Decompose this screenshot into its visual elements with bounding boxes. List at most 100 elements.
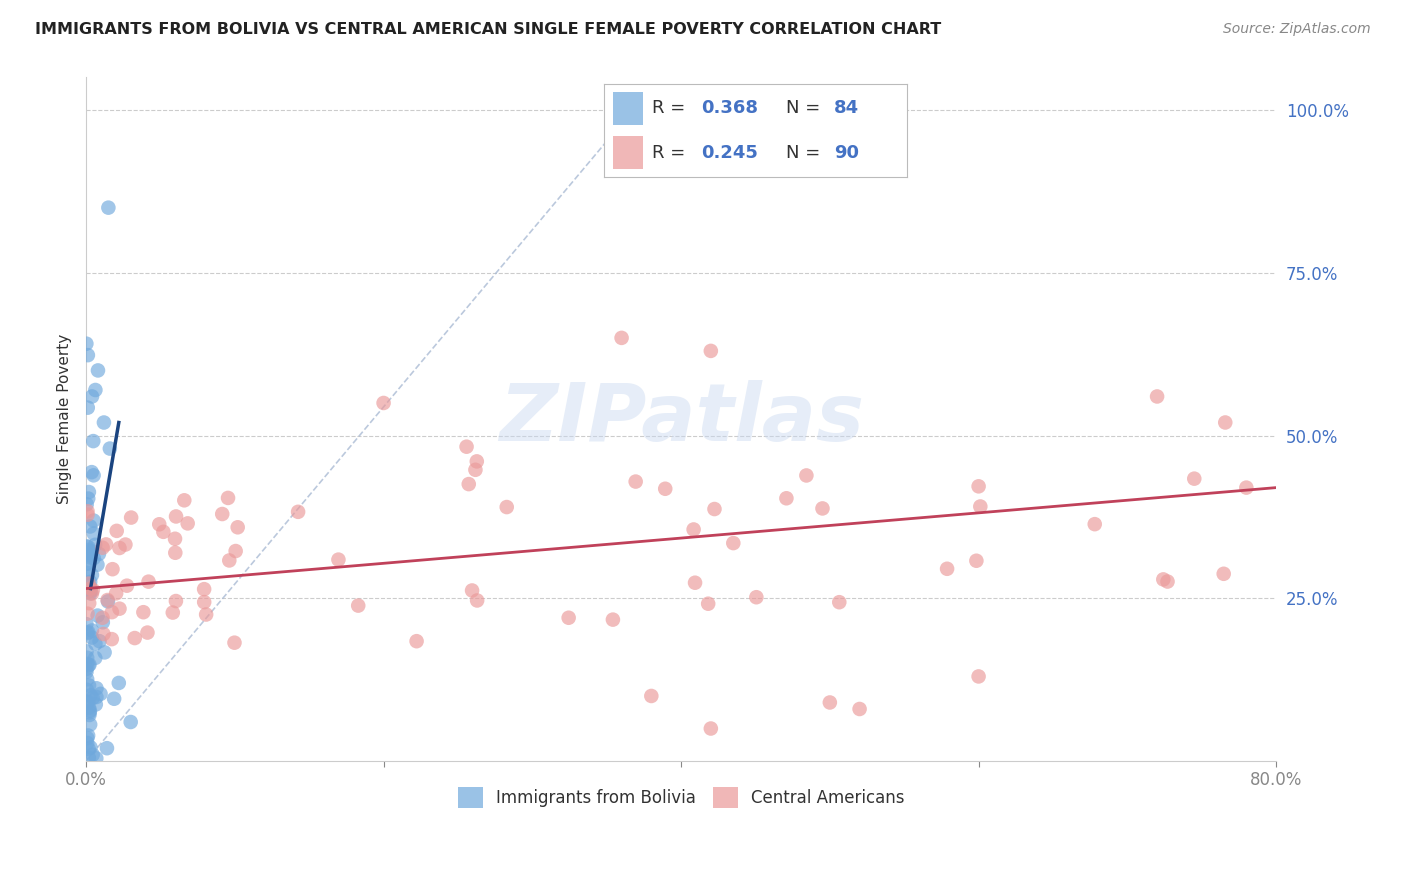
Point <box>75 662 97 676</box>
Point <box>811 501 834 516</box>
Point <box>83 514 105 528</box>
Point <box>86 558 108 572</box>
Point <box>82 582 104 597</box>
Point <box>76 566 98 580</box>
Point <box>495 500 517 514</box>
Point <box>136 625 159 640</box>
Point <box>91 611 114 625</box>
Point <box>107 676 129 690</box>
Point <box>98 442 121 456</box>
Point <box>75 336 97 351</box>
Point <box>120 714 142 729</box>
Point <box>86 690 108 704</box>
Point <box>108 601 131 615</box>
Point <box>79 717 101 731</box>
Point <box>347 599 370 613</box>
Point <box>195 607 218 622</box>
Point <box>94 537 117 551</box>
Point <box>79 708 101 723</box>
Point <box>165 546 187 560</box>
Point <box>82 747 104 762</box>
Point <box>700 343 723 358</box>
Point <box>193 582 215 596</box>
Point <box>461 583 484 598</box>
Point <box>84 538 107 552</box>
Point <box>76 401 98 415</box>
Point <box>148 517 170 532</box>
Point <box>1182 472 1205 486</box>
Point <box>115 579 138 593</box>
Text: ZIPatlas: ZIPatlas <box>499 380 863 458</box>
Point <box>114 537 136 551</box>
Point <box>77 751 100 765</box>
Point <box>77 729 100 743</box>
Point <box>465 454 488 468</box>
Point <box>84 651 107 665</box>
Point <box>80 544 103 558</box>
Point <box>79 578 101 592</box>
Point <box>965 554 987 568</box>
Point <box>76 672 98 686</box>
Point <box>457 477 479 491</box>
Point <box>138 574 160 589</box>
Point <box>124 631 146 645</box>
Point <box>818 696 841 710</box>
Point <box>75 617 97 632</box>
Point <box>328 552 350 566</box>
Point <box>79 740 101 755</box>
Point <box>456 440 478 454</box>
Point <box>287 505 309 519</box>
Point <box>193 595 215 609</box>
Point <box>162 606 184 620</box>
Point <box>1212 566 1234 581</box>
Point <box>700 722 723 736</box>
Point <box>77 625 100 640</box>
Point <box>83 551 105 566</box>
Point <box>86 608 108 623</box>
Point <box>80 465 103 479</box>
Point <box>76 695 98 709</box>
Point <box>77 540 100 554</box>
Point <box>79 586 101 600</box>
Point <box>76 731 98 746</box>
Point <box>76 682 98 697</box>
Point <box>796 468 818 483</box>
Point <box>1146 389 1168 403</box>
Point <box>101 562 124 576</box>
Point <box>79 574 101 589</box>
Point <box>654 482 676 496</box>
Point <box>77 576 100 591</box>
Point <box>120 510 142 524</box>
Point <box>682 523 704 537</box>
Point <box>1152 573 1174 587</box>
Point <box>723 536 745 550</box>
Point <box>77 348 100 362</box>
Point <box>967 669 990 683</box>
Point <box>79 704 101 718</box>
Point <box>132 605 155 619</box>
Point <box>97 201 120 215</box>
Point <box>683 575 706 590</box>
Point <box>557 611 579 625</box>
Point <box>97 593 120 607</box>
Point <box>936 562 959 576</box>
Point <box>77 742 100 756</box>
Point <box>610 331 633 345</box>
Point <box>91 615 114 630</box>
Point <box>93 627 115 641</box>
Point <box>464 463 486 477</box>
Point <box>77 543 100 558</box>
Point <box>96 741 118 756</box>
Point <box>82 690 104 705</box>
Point <box>84 751 107 765</box>
Point <box>173 493 195 508</box>
Point <box>80 624 103 638</box>
Point <box>77 548 100 562</box>
Point <box>97 594 120 608</box>
Text: Source: ZipAtlas.com: Source: ZipAtlas.com <box>1223 22 1371 37</box>
Text: IMMIGRANTS FROM BOLIVIA VS CENTRAL AMERICAN SINGLE FEMALE POVERTY CORRELATION CH: IMMIGRANTS FROM BOLIVIA VS CENTRAL AMERI… <box>35 22 942 37</box>
Point <box>76 650 98 665</box>
Point <box>1234 481 1257 495</box>
Point <box>1084 517 1107 532</box>
Point <box>100 632 122 647</box>
